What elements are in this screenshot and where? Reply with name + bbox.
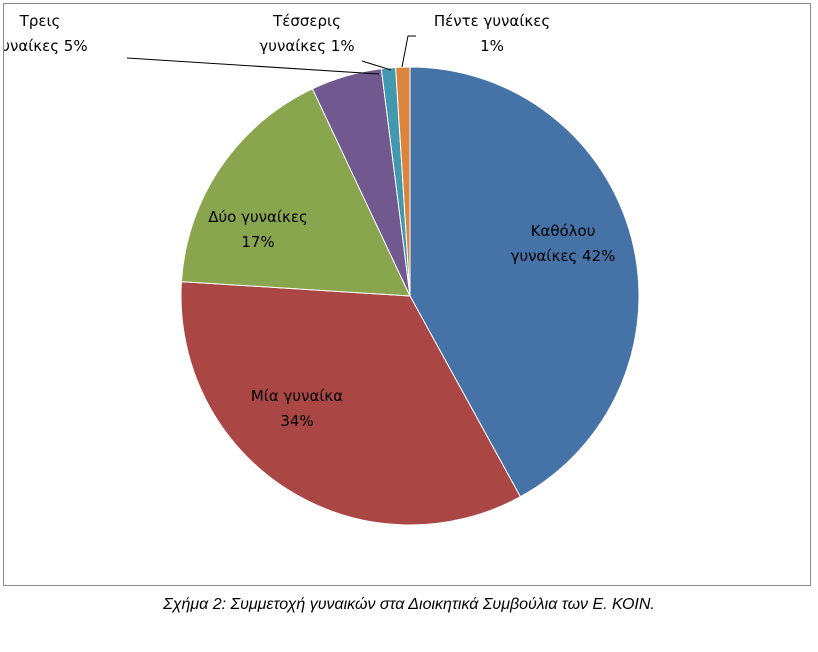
slice-label-5: Τέσσερις γυναίκες 1% — [259, 12, 354, 55]
slice-label-4: Τρεις γυναίκες 5% — [4, 12, 88, 55]
leader-line-4 — [126, 57, 380, 75]
pie-slice-1 — [409, 66, 640, 498]
pie-slice-6 — [395, 66, 411, 297]
slice-label-line: 1% — [480, 37, 504, 55]
pie-slice-3 — [180, 88, 411, 297]
slice-label-line: Δύο γυναίκες — [208, 208, 308, 226]
slice-label-line: Τρεις — [19, 12, 61, 30]
chart-frame: Καθόλου γυναίκες 42% Μία γυναίκα 34% Δύο γυν… — [3, 3, 811, 586]
pie-slice-2 — [180, 281, 522, 526]
slice-label-line: Τέσσερις — [272, 12, 341, 30]
slice-label-6: Πέντε γυναίκες 1% — [434, 12, 550, 55]
slice-label-line: Πέντε γυναίκες — [434, 12, 550, 30]
pie-chart: Καθόλου γυναίκες 42% Μία γυναίκα 34% Δύο γυν… — [4, 12, 640, 526]
slice-label-line: γυναίκες 5% — [4, 37, 88, 55]
slice-label-1: Καθόλου γυναίκες 42% — [511, 222, 616, 265]
slice-label-2: Μία γυναίκα 34% — [251, 387, 343, 430]
leader-line-5 — [361, 60, 392, 71]
figure-caption: Σχήμα 2: Συμμετοχή γυναικών στα Διοικητι… — [163, 596, 655, 613]
slice-label-line: Καθόλου — [531, 222, 596, 240]
slice-label-line: γυναίκες 42% — [511, 247, 616, 265]
slice-label-3: Δύο γυναίκες 17% — [208, 208, 308, 251]
slice-label-line: γυναίκες 1% — [259, 37, 354, 55]
slice-label-line: 34% — [280, 412, 313, 430]
slice-label-line: 17% — [241, 233, 274, 251]
slice-label-line: Μία γυναίκα — [251, 387, 343, 405]
leader-line-6 — [401, 35, 416, 68]
